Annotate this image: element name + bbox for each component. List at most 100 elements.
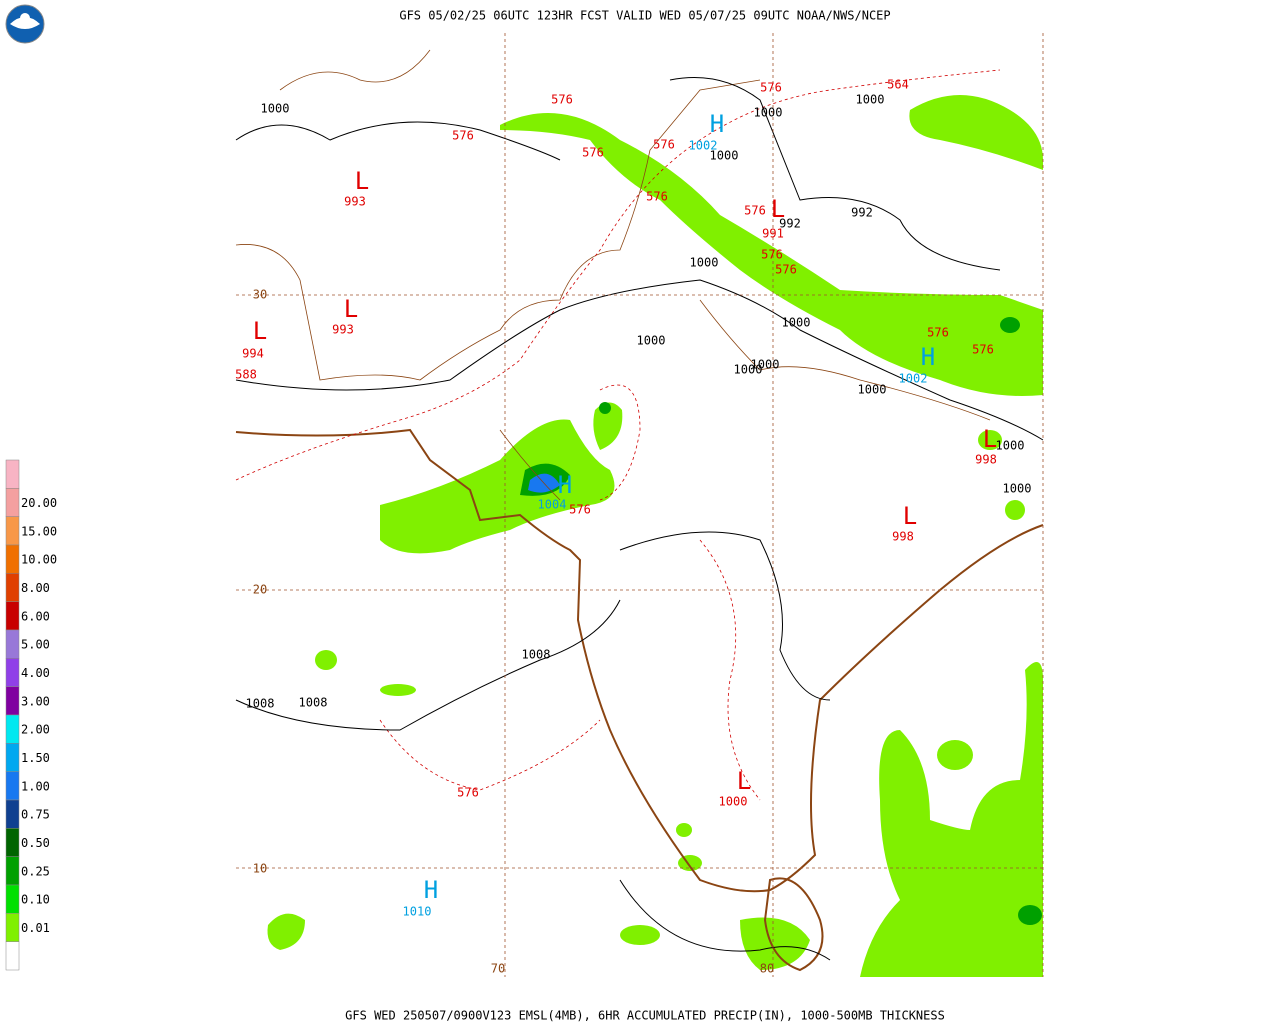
legend-swatch [5, 658, 20, 687]
legend: 20.00 15.00 10.00 8.00 6.00 5.00 4.00 3.00 2.00 1… [5, 459, 57, 971]
contour-label: 576 [653, 138, 675, 152]
legend-swatch [5, 459, 20, 489]
legend-swatch [5, 771, 20, 801]
contour-label: 1008 [299, 696, 328, 710]
legend-label: 6.00 [21, 609, 50, 623]
pressure-center: L [355, 167, 369, 195]
contour-label: 1000 [719, 795, 748, 809]
grid-lines [236, 33, 1044, 977]
legend-swatch [5, 714, 20, 744]
legend-swatch [5, 799, 20, 829]
contour-label: 1000 [782, 316, 811, 330]
legend-swatch [5, 828, 20, 857]
legend-label: 15.00 [21, 524, 57, 538]
footer: GFS WED 250507/0900V123 EMSL(4MB), 6HR A… [345, 1009, 945, 1023]
legend-label: 5.00 [21, 638, 50, 652]
contour-label: 576 [927, 326, 949, 340]
contour-label: 1010 [403, 905, 432, 919]
thickness-contours [235, 69, 1001, 801]
legend-swatch [5, 488, 20, 517]
legend-label: 1.50 [21, 751, 50, 765]
contour-label: 576 [582, 146, 604, 160]
contour-label: 991 [762, 227, 784, 241]
borders [235, 49, 991, 501]
contour-label: 564 [887, 78, 909, 92]
legend-label: 3.00 [21, 694, 50, 708]
contour-label: 576 [760, 81, 782, 95]
contour-label: 992 [779, 217, 801, 231]
legend-swatch [5, 544, 20, 574]
contour-label: 70 [491, 962, 505, 976]
contour-label: 576 [569, 503, 591, 517]
pressure-center: L [903, 502, 917, 530]
contour-label: 576 [452, 129, 474, 143]
contour-label: 10 [253, 862, 267, 876]
legend-swatch [5, 941, 20, 971]
legend-swatch [5, 516, 20, 546]
contour-label: 1000 [690, 256, 719, 270]
pressure-center: L [344, 295, 358, 323]
contour-label: 576 [761, 248, 783, 262]
legend-label: 0.01 [21, 921, 50, 935]
legend-label: 2.00 [21, 723, 50, 737]
contour-label: 576 [972, 343, 994, 357]
isobars [235, 77, 1044, 961]
legend-swatch [5, 573, 20, 602]
contour-label: 1008 [246, 697, 275, 711]
pressure-center: L [983, 425, 997, 453]
legend-label: 10.00 [21, 553, 57, 567]
legend-swatch [5, 856, 20, 886]
title: GFS 05/02/25 06UTC 123HR FCST VALID WED … [399, 9, 890, 23]
contour-label: 1008 [522, 648, 551, 662]
contour-label: 1000 [1003, 482, 1032, 496]
precip [267, 95, 1043, 977]
contour-label: 1000 [858, 383, 887, 397]
pressure-center: H [921, 343, 935, 371]
contour-label: 994 [242, 347, 264, 361]
pressure-center: L [253, 317, 267, 345]
legend-label: 0.25 [21, 864, 50, 878]
contour-label: 576 [457, 786, 479, 800]
pressure-center: L [737, 767, 751, 795]
contour-label: 20 [253, 583, 267, 597]
contour-label: 998 [892, 530, 914, 544]
contour-label: 1002 [899, 372, 928, 386]
contour-label: 1002 [689, 139, 718, 153]
legend-label: 8.00 [21, 581, 50, 595]
legend-swatch [5, 686, 20, 716]
legend-label: 0.10 [21, 893, 50, 907]
pressure-center: H [558, 471, 572, 499]
legend-label: 4.00 [21, 666, 50, 680]
contour-label: 992 [851, 206, 873, 220]
contour-label: 30 [253, 288, 267, 302]
contour-label: 1000 [754, 106, 783, 120]
contour-label: 1000 [734, 363, 763, 377]
noaa-logo [5, 4, 45, 44]
legend-swatch [5, 884, 20, 914]
pressure-center: L [771, 195, 785, 223]
contour-label: 998 [975, 453, 997, 467]
contour-label: 1000 [856, 93, 885, 107]
legend-label: 0.50 [21, 836, 50, 850]
pressure-center: H [710, 110, 724, 138]
contour-label: 576 [744, 204, 766, 218]
contour-label: 993 [344, 195, 366, 209]
contour-label: 1000 [637, 334, 666, 348]
legend-swatch [5, 913, 20, 942]
contour-label: 1000 [710, 149, 739, 163]
contour-label: 993 [332, 323, 354, 337]
contour-label: 1000 [996, 439, 1025, 453]
pressure-center: H [424, 876, 438, 904]
legend-swatch [5, 601, 20, 631]
contour-label: 1000 [261, 102, 290, 116]
legend-swatch [5, 743, 20, 772]
legend-swatch [5, 629, 20, 659]
contour-label: 576 [775, 263, 797, 277]
contour-label: 576 [646, 190, 668, 204]
legend-label: 20.00 [21, 496, 57, 510]
contour-label: 1004 [538, 498, 567, 512]
legend-label: 1.00 [21, 779, 50, 793]
legend-label: 0.75 [21, 808, 50, 822]
map: 100057657657657657610005641000H10021000L… [235, 33, 1044, 977]
